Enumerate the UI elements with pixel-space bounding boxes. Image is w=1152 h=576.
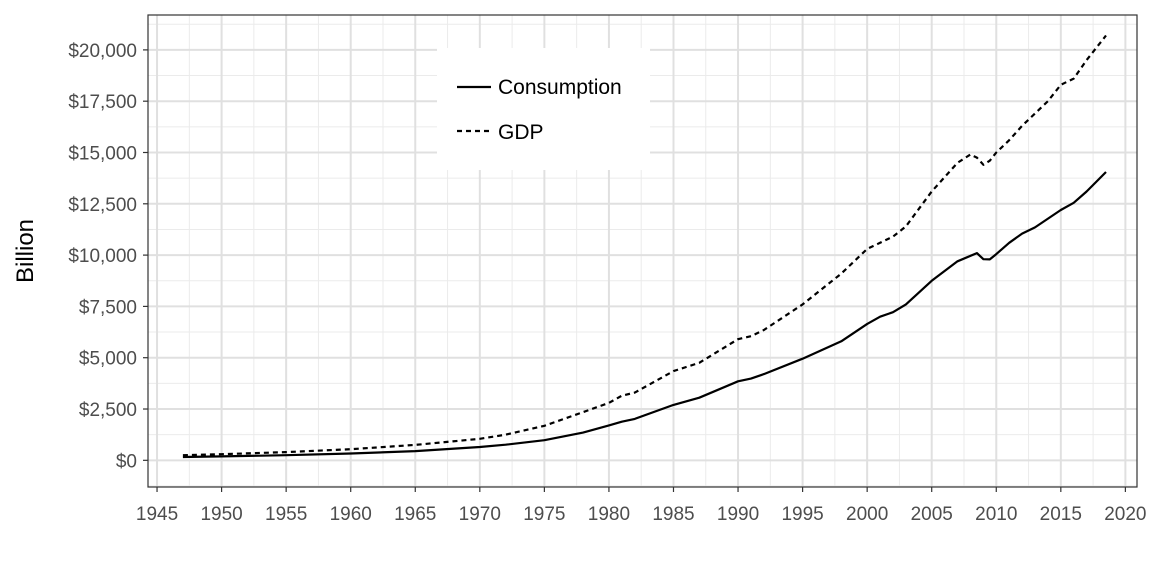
x-tick-label: 2010 (975, 504, 1017, 525)
legend-background (437, 48, 650, 170)
x-tick-label: 1960 (330, 504, 372, 525)
y-tick-label: $0 (116, 451, 137, 472)
x-tick-label: 1945 (136, 504, 178, 525)
legend-item-gdp: GDP (457, 121, 544, 144)
x-tick-label: 1955 (265, 504, 307, 525)
x-tick-label: 1970 (459, 504, 501, 525)
y-axis: $0 $2,500 $5,000 $7,500 $10,000 $12,500 $15,00… (68, 41, 148, 472)
x-axis: 1945 1950 1955 1960 1965 1970 1975 1980 1985 1990… (136, 487, 1147, 525)
y-tick-label: $7,500 (79, 297, 137, 318)
series-layer (182, 34, 1107, 459)
y-tick-label: $20,000 (68, 41, 137, 62)
x-tick-label: 1990 (717, 504, 759, 525)
x-tick-label: 1950 (200, 504, 242, 525)
y-tick-label: $5,000 (79, 349, 137, 370)
x-tick-label: 1980 (588, 504, 630, 525)
x-tick-label: 1965 (394, 504, 436, 525)
y-axis-title: Billion (12, 219, 39, 283)
y-tick-label: $12,500 (68, 195, 137, 216)
x-tick-label: 1975 (523, 504, 565, 525)
y-tick-label: $10,000 (68, 246, 137, 267)
x-tick-label: 2020 (1104, 504, 1146, 525)
legend-item-consumption: Consumption (457, 76, 622, 99)
legend-label-consumption: Consumption (498, 76, 622, 99)
x-tick-label: 2000 (846, 504, 888, 525)
x-tick-label: 1985 (652, 504, 694, 525)
legend-label-gdp: GDP (498, 121, 544, 144)
x-tick-label: 2005 (911, 504, 953, 525)
series-line-gdp (182, 34, 1107, 457)
legend: Consumption GDP (437, 48, 650, 170)
x-tick-label: 2015 (1040, 504, 1082, 525)
plot-border (147, 14, 1138, 488)
y-tick-label: $17,500 (68, 92, 137, 113)
x-tick-label: 1995 (781, 504, 823, 525)
y-tick-label: $15,000 (68, 143, 137, 164)
y-tick-label: $2,500 (79, 400, 137, 421)
series-line-consumption (182, 171, 1107, 459)
